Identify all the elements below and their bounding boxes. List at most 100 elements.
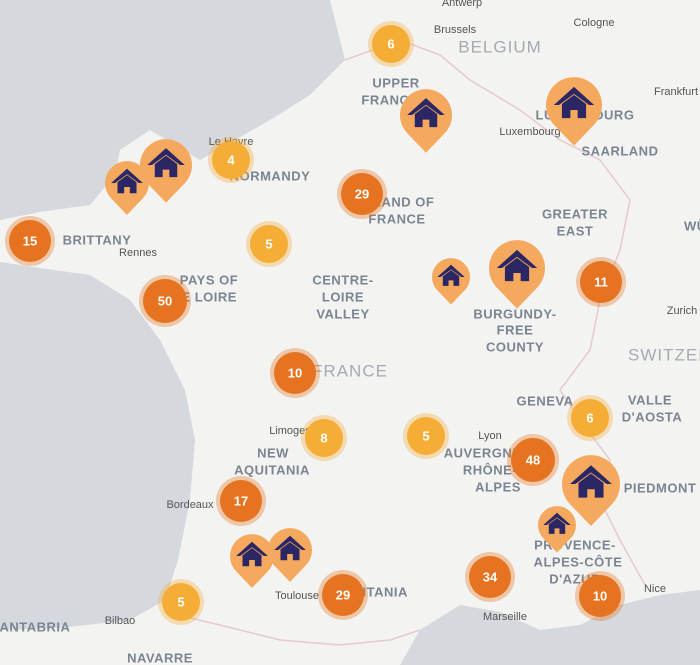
cluster-marker[interactable]: 10 (270, 348, 320, 398)
cluster-count: 4 (227, 152, 235, 167)
house-roof (437, 264, 465, 277)
place-label: RHÔNE- (463, 462, 517, 477)
cluster-count: 11 (594, 274, 608, 289)
cluster-dot (407, 417, 445, 455)
cluster-dot (341, 173, 383, 215)
place-label: Nice (644, 583, 666, 595)
place-label: BELGIUM (458, 37, 542, 56)
listing-pin[interactable] (105, 161, 149, 215)
listing-pin[interactable] (489, 240, 545, 309)
house-body (414, 105, 438, 128)
place-label: NEW (257, 445, 289, 460)
cluster-marker[interactable]: 29 (337, 169, 387, 219)
place-label: LOIRE (322, 289, 364, 304)
cluster-count: 8 (320, 430, 327, 445)
listing-pin[interactable] (562, 455, 620, 527)
cluster-marker[interactable]: 34 (465, 552, 515, 602)
listing-pin[interactable] (432, 258, 470, 305)
house-roof (147, 148, 185, 165)
cluster-dot (9, 220, 51, 262)
place-label: D'AOSTA (622, 409, 683, 424)
listing-pin[interactable] (140, 139, 193, 203)
place-label: VALLEY (316, 306, 369, 321)
listing-pin[interactable] (230, 534, 274, 588)
cluster-dot (372, 25, 410, 63)
place-label: Cologne (574, 17, 615, 29)
cluster-marker[interactable]: 6 (567, 395, 613, 441)
place-label: Bilbao (105, 615, 136, 627)
cluster-marker[interactable]: 50 (139, 275, 191, 327)
pin-shape (546, 77, 602, 146)
place-label: BURGUNDY- (473, 306, 556, 321)
cluster-marker[interactable]: 15 (5, 216, 55, 266)
place-label: Limoges (269, 425, 311, 437)
cluster-count: 5 (422, 428, 429, 443)
house-roof (274, 535, 306, 550)
cluster-dot (305, 419, 343, 457)
cluster-dot (143, 279, 187, 323)
place-label: Lyon (478, 430, 501, 442)
pin-shape (562, 455, 620, 527)
place-label: CENTRE- (312, 272, 373, 287)
place-label: UPPER (372, 75, 419, 90)
place-label: NORMANDY (230, 168, 311, 183)
border (164, 611, 421, 646)
cluster-count: 34 (483, 569, 498, 584)
cluster-marker[interactable]: 11 (576, 257, 626, 307)
house-body (561, 94, 587, 119)
cluster-dot (469, 556, 511, 598)
place-label: Frankfurt (654, 86, 698, 98)
cluster-marker[interactable]: 5 (403, 413, 449, 459)
cluster-dot (511, 438, 555, 482)
house-roof (553, 86, 595, 105)
pin-shape (230, 534, 274, 588)
listing-pin[interactable] (400, 89, 453, 153)
cluster-dot (212, 141, 250, 179)
place-label: FREE (497, 322, 534, 337)
cluster-count: 10 (593, 588, 607, 603)
house-body (442, 270, 460, 286)
cluster-count: 15 (23, 233, 37, 248)
pin-shape (400, 89, 453, 153)
house-body (280, 542, 300, 561)
place-label: VALLE (628, 392, 672, 407)
cluster-dot (580, 261, 622, 303)
cluster-marker[interactable]: 10 (575, 571, 625, 621)
place-label: PAYS OF (180, 272, 238, 287)
place-label: Brussels (434, 24, 477, 36)
pin-shape (489, 240, 545, 309)
cluster-marker[interactable]: 5 (246, 221, 292, 267)
cluster-marker[interactable]: 48 (507, 434, 559, 486)
listing-pin[interactable] (268, 528, 312, 582)
house-roof (496, 249, 538, 268)
cluster-marker[interactable]: 17 (216, 476, 266, 526)
pin-shape (432, 258, 470, 305)
pin-shape (140, 139, 193, 203)
place-label: Bordeaux (166, 499, 214, 511)
cluster-dot (162, 583, 200, 621)
place-label: ALPES-CÔTE (534, 554, 623, 569)
house-roof (543, 512, 571, 525)
place-label: SAARLAND (582, 143, 659, 158)
place-label: WÜRTTEMBERG (684, 218, 700, 233)
cluster-marker[interactable]: 5 (158, 579, 204, 625)
cluster-count: 5 (177, 594, 184, 609)
place-label: Marseille (483, 611, 527, 623)
house-body (548, 518, 566, 534)
cluster-marker[interactable]: 8 (301, 415, 347, 461)
place-label: EAST (557, 223, 594, 238)
cluster-dot (579, 575, 621, 617)
cluster-marker[interactable]: 29 (318, 570, 368, 620)
place-label: GREATER (542, 206, 608, 221)
cluster-marker[interactable]: 4 (208, 137, 254, 183)
listing-pin[interactable] (537, 506, 576, 553)
cluster-count: 48 (526, 452, 540, 467)
cluster-marker[interactable]: 6 (368, 21, 414, 67)
place-label: Rennes (119, 247, 157, 259)
place-label: Zurich (667, 305, 698, 317)
listing-pin[interactable] (546, 77, 602, 146)
pin-shape (537, 506, 576, 553)
place-label: BRITTANY (63, 232, 132, 247)
place-label: Toulouse (275, 590, 319, 602)
pin-shape (105, 161, 149, 215)
